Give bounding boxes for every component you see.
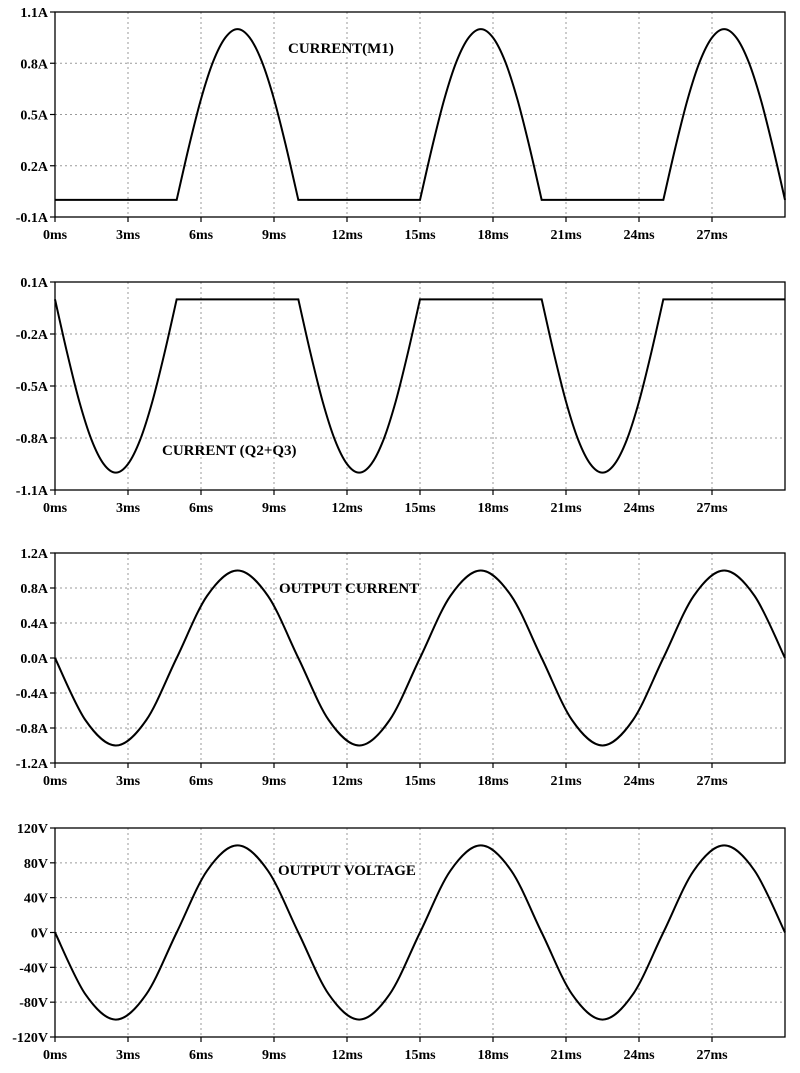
x-tick-label: 21ms	[550, 501, 582, 516]
x-tick-label: 27ms	[696, 501, 728, 516]
x-tick-label: 0ms	[43, 228, 68, 243]
x-tick-label: 9ms	[262, 774, 287, 789]
x-tick-label: 24ms	[623, 501, 655, 516]
trace-annotation: CURRENT(M1)	[288, 41, 394, 57]
x-tick-label: 24ms	[623, 228, 655, 243]
x-tick-label: 6ms	[189, 501, 214, 516]
series-trace	[54, 844, 786, 1021]
y-tick-label: -0.4A	[16, 687, 49, 702]
y-tick-label: -40V	[19, 961, 48, 976]
x-tick-label: 15ms	[404, 228, 436, 243]
x-tick-label: 3ms	[116, 228, 141, 243]
x-tick-label: 9ms	[262, 501, 287, 516]
x-tick-label: 0ms	[43, 501, 68, 516]
x-tick-label: 15ms	[404, 1048, 436, 1063]
series-trace	[55, 28, 786, 201]
x-tick-label: 9ms	[262, 228, 287, 243]
x-tick-label: 18ms	[477, 1048, 509, 1063]
x-tick-label: 6ms	[189, 228, 214, 243]
y-tick-label: 0.0A	[20, 652, 49, 667]
x-tick-label: 21ms	[550, 228, 582, 243]
x-tick-label: 12ms	[331, 228, 363, 243]
y-tick-label: -80V	[19, 996, 48, 1011]
y-tick-label: -0.8A	[16, 432, 49, 447]
x-tick-label: 9ms	[262, 1048, 287, 1063]
series-trace	[54, 569, 786, 747]
x-tick-label: 15ms	[404, 774, 436, 789]
x-tick-label: 12ms	[331, 774, 363, 789]
x-tick-label: 21ms	[550, 1048, 582, 1063]
y-tick-label: -1.2A	[16, 757, 49, 772]
x-tick-label: 24ms	[623, 1048, 655, 1063]
y-tick-label: -0.5A	[16, 380, 49, 395]
panel-4: 0ms 3ms 6ms 9ms 12ms 15ms 18ms 21ms 24ms 27ms 120V…	[12, 822, 786, 1063]
y-tick-label: 0.5A	[20, 109, 49, 124]
y-tick-label: -1.1A	[16, 484, 49, 499]
y-tick-label: -120V	[12, 1031, 48, 1046]
y-tick-label: 0.8A	[20, 582, 49, 597]
y-tick-label: 0.2A	[20, 160, 49, 175]
x-tick-label: 3ms	[116, 774, 141, 789]
x-tick-label: 15ms	[404, 501, 436, 516]
series-trace	[54, 298, 785, 474]
y-tick-label: 120V	[17, 822, 48, 837]
x-tick-label: 24ms	[623, 774, 655, 789]
x-tick-label: 12ms	[331, 1048, 363, 1063]
y-tick-label: 80V	[24, 857, 48, 872]
y-tick-label: 0.4A	[20, 617, 49, 632]
x-tick-label: 12ms	[331, 501, 363, 516]
x-tick-label: 3ms	[116, 1048, 141, 1063]
trace-annotation: OUTPUT VOLTAGE	[278, 863, 416, 879]
panel-3: 0ms 3ms 6ms 9ms 12ms 15ms 18ms 21ms 24ms 27ms 1.2A…	[16, 547, 786, 789]
x-tick-label: 0ms	[43, 1048, 68, 1063]
y-tick-label: 0.8A	[20, 57, 49, 72]
y-tick-label: -0.8A	[16, 722, 49, 737]
x-tick-label: 6ms	[189, 1048, 214, 1063]
x-tick-label: 18ms	[477, 774, 509, 789]
panel-1: 0ms 3ms 6ms 9ms 12ms 15ms 18ms 21ms 24ms 27ms 1.1A…	[16, 6, 786, 243]
y-tick-label: -0.1A	[16, 211, 49, 226]
y-tick-label: 40V	[24, 892, 48, 907]
panel-2: 0ms 3ms 6ms 9ms 12ms 15ms 18ms 21ms 24ms 27ms 0.1A…	[16, 276, 786, 516]
x-tick-label: 27ms	[696, 1048, 728, 1063]
x-tick-label: 27ms	[696, 228, 728, 243]
x-tick-label: 21ms	[550, 774, 582, 789]
x-tick-label: 27ms	[696, 774, 728, 789]
trace-annotation: CURRENT (Q2+Q3)	[162, 443, 297, 459]
x-tick-label: 18ms	[477, 501, 509, 516]
y-tick-label: 1.2A	[20, 547, 49, 562]
y-tick-label: 0V	[31, 927, 48, 942]
x-tick-label: 18ms	[477, 228, 509, 243]
y-tick-label: 1.1A	[20, 6, 49, 21]
x-tick-label: 6ms	[189, 774, 214, 789]
y-tick-label: 0.1A	[20, 276, 49, 291]
trace-annotation: OUTPUT CURRENT	[279, 581, 419, 597]
x-tick-label: 0ms	[43, 774, 68, 789]
y-tick-label: -0.2A	[16, 328, 49, 343]
x-tick-label: 3ms	[116, 501, 141, 516]
